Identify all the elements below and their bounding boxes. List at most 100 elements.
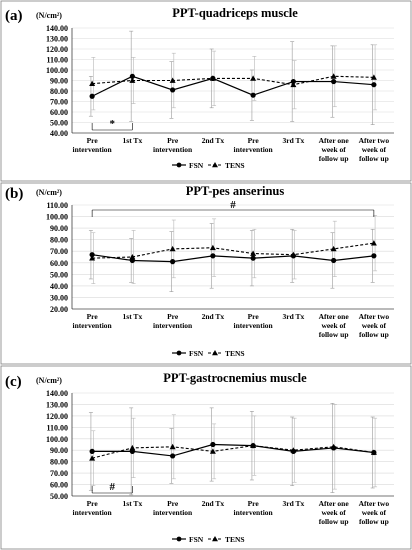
significance-mark: #	[230, 199, 236, 211]
data-point-tens	[129, 77, 136, 83]
y-tick-label: 70.00	[50, 469, 68, 478]
chart-a-svg: (a) PPT-quadriceps muscle (N/cm²) 40.0050.0…	[0, 0, 412, 182]
data-point-tens	[89, 255, 96, 261]
y-tick-label: 100.00	[46, 213, 68, 222]
y-tick-label: 80.00	[50, 236, 68, 245]
legend-label-tens: TENS	[225, 161, 245, 170]
data-point-fsn	[250, 255, 256, 261]
data-point-fsn	[170, 87, 176, 93]
x-tick-label: 1st Tx	[123, 499, 143, 508]
x-tick-label: After two week of follow up	[359, 312, 390, 339]
data-point-fsn	[210, 253, 216, 259]
x-tick-label: Pre intervention	[153, 499, 193, 517]
data-point-tens	[330, 245, 337, 252]
y-tick-label: 100.00	[46, 435, 68, 444]
legend: FSN TENS	[172, 349, 245, 358]
x-tick-label: Pre intervention	[73, 136, 113, 154]
data-point-tens	[290, 81, 297, 88]
x-tick-label: After two week of follow up	[359, 499, 390, 526]
y-tick-label: 40.00	[50, 282, 68, 291]
data-point-fsn	[371, 253, 377, 259]
x-tick-label: After one week of follow up	[319, 499, 350, 526]
data-point-fsn	[89, 448, 95, 454]
data-point-tens	[209, 448, 216, 454]
data-point-tens	[129, 254, 136, 260]
data-point-tens	[370, 74, 377, 80]
y-tick-label: 80.00	[50, 458, 68, 467]
y-tick-label: 90.00	[50, 77, 68, 86]
x-tick-label: 2nd Tx	[202, 136, 225, 145]
data-point-fsn	[371, 82, 377, 88]
x-tick-label: 2nd Tx	[202, 312, 225, 321]
y-tick-label: 130.00	[46, 400, 68, 409]
y-tick-label: 130.00	[46, 35, 68, 44]
y-tick-label: 60.00	[50, 481, 68, 490]
x-tick-label: 3rd Tx	[283, 499, 305, 508]
significance-mark: *	[110, 118, 116, 130]
data-point-tens	[169, 77, 176, 83]
y-tick-label: 110.00	[46, 423, 68, 432]
legend: FSN TENS	[172, 535, 245, 544]
data-point-tens	[370, 240, 377, 246]
data-point-tens	[169, 245, 176, 252]
x-tick-label: After two week of follow up	[359, 136, 390, 163]
y-tick-label: 30.00	[50, 293, 68, 302]
panel-letter: (c)	[5, 374, 22, 390]
y-tick-label: 70.00	[50, 247, 68, 256]
data-point-tens	[209, 244, 216, 251]
x-tick-label: Pre intervention	[73, 499, 113, 517]
x-tick-label: 2nd Tx	[202, 499, 225, 508]
chart-b-svg: (b) PPT-pes anserinus (N/cm²) 20.00 30.00 40.…	[0, 182, 412, 365]
y-axis-unit: (N/cm²)	[36, 188, 62, 197]
data-point-fsn	[129, 73, 135, 79]
chart-title: PPT-gastrocnemius muscle	[163, 371, 307, 385]
data-point-tens	[290, 251, 297, 258]
data-point-fsn	[170, 453, 176, 459]
data-point-tens	[89, 80, 96, 87]
data-point-tens	[250, 250, 257, 256]
y-tick-label: 120.00	[46, 45, 68, 54]
y-tick-label: 70.00	[50, 98, 68, 107]
y-tick-label: 60.00	[50, 259, 68, 268]
y-tick-label: 140.00	[46, 389, 68, 398]
chart-title: PPT-pes anserinus	[186, 184, 285, 198]
y-tick-label: 110.00	[46, 201, 68, 210]
chart-panel-b: (b) PPT-pes anserinus (N/cm²) 20.00 30.00 40.…	[0, 182, 412, 365]
data-point-tens	[129, 444, 136, 451]
chart-c-svg: (c) PPT-gastrocnemius muscle (N/cm²) 50.00 6…	[0, 365, 412, 550]
series-line-tens	[91, 445, 374, 459]
legend-label-tens: TENS	[225, 535, 245, 544]
data-point-fsn	[331, 257, 337, 264]
panel-letter: (b)	[5, 186, 23, 202]
y-tick-label: 60.00	[50, 108, 68, 117]
data-point-tens	[209, 75, 216, 81]
legend: FSN TENS	[172, 161, 245, 170]
series-line-fsn	[92, 443, 374, 457]
series-line-fsn	[92, 254, 374, 263]
chart-panel-a: (a) PPT-quadriceps muscle (N/cm²) 40.00 50.0…	[0, 0, 412, 182]
x-tick-label: Pre intervention	[73, 312, 113, 330]
legend-label-fsn: FSN	[189, 535, 204, 544]
data-point-tens	[89, 455, 96, 461]
series-line-fsn	[91, 75, 374, 97]
data-point-fsn	[89, 93, 95, 99]
x-tick-label: Pre intervention	[234, 312, 274, 330]
y-tick-label: 20.00	[50, 305, 68, 314]
data-point-tens	[290, 447, 297, 453]
y-tick-label: 90.00	[50, 224, 68, 233]
x-tick-label: Pre intervention	[234, 136, 274, 154]
significance-mark: #	[110, 481, 116, 493]
chart-title: PPT-quadriceps muscle	[172, 6, 298, 20]
series-line-tens	[92, 75, 374, 86]
y-tick-label: 50.00	[50, 492, 68, 501]
x-tick-label: 1st Tx	[123, 136, 143, 145]
data-point-fsn	[89, 252, 95, 258]
significance-bracket	[91, 486, 133, 494]
significance-bracket	[91, 209, 375, 217]
data-point-tens	[330, 443, 337, 450]
x-tick-label: Pre intervention	[153, 312, 193, 330]
y-tick-label: 50.00	[50, 119, 68, 128]
y-tick-label: 120.00	[46, 412, 68, 421]
series-line-tens	[92, 242, 374, 259]
legend-label-fsn: FSN	[189, 349, 204, 358]
